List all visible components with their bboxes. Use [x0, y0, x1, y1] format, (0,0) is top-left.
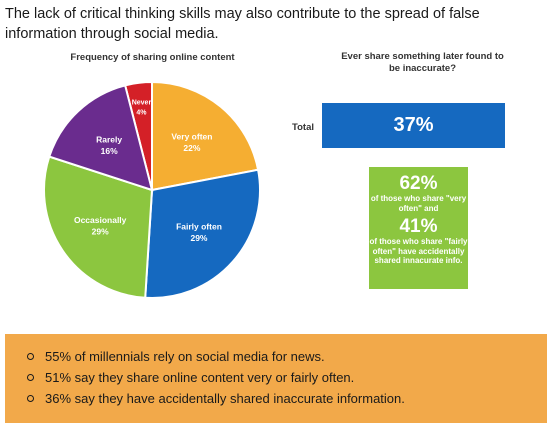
callout-stat-fairly-often: 41% [399, 216, 438, 237]
key-stat-text: 36% say they have accidentally shared in… [45, 391, 405, 406]
pie-value-label-fairly-often: 29% [190, 233, 207, 243]
bullet-icon [27, 395, 34, 402]
pie-slice-fairly-often [144, 168, 261, 299]
key-stat-text: 51% say they share online content very o… [45, 370, 355, 385]
key-stats-list: 55% of millennials rely on social media … [27, 346, 547, 409]
pie-value-label-occasionally: 29% [92, 227, 109, 237]
total-bar: 37% [322, 103, 505, 148]
intro-text: The lack of critical thinking skills may… [5, 6, 480, 42]
pie-value-label-never: 4% [136, 109, 147, 116]
bar-chart-title: Ever share something later found to be i… [341, 51, 504, 74]
callout-text-fairly-often: of those who share "fairly often" have a… [369, 237, 468, 265]
key-stat-item: 55% of millennials rely on social media … [27, 346, 547, 367]
key-stat-text: 55% of millennials rely on social media … [45, 349, 325, 364]
key-stat-item: 51% say they share online content very o… [27, 367, 547, 388]
pie-slice-occasionally [43, 155, 154, 299]
pie-label-very-often: Very often [171, 132, 212, 142]
pie-value-label-rarely: 16% [101, 146, 118, 156]
key-stat-item: 36% say they have accidentally shared in… [27, 388, 547, 409]
pie-slice-very-often [151, 80, 260, 192]
callout-box: 62% of those who share "very often" and … [369, 167, 468, 289]
key-stats-box: 55% of millennials rely on social media … [5, 334, 547, 423]
pie-label-never: Never [132, 99, 152, 106]
pie-value-label-very-often: 22% [183, 143, 200, 153]
bar-category-label: Total [292, 122, 314, 133]
callout-text-very-often: of those who share "very often" and [370, 194, 467, 213]
callout-stat-very-often: 62% [399, 173, 438, 194]
pie-slice-rarely [48, 84, 154, 192]
pie-chart-title: Frequency of sharing online content [70, 52, 235, 63]
pie-label-fairly-often: Fairly often [176, 221, 222, 231]
bullet-icon [27, 374, 34, 381]
pie-label-occasionally: Occasionally [74, 215, 127, 225]
total-bar-value: 37% [393, 114, 434, 136]
pie-label-rarely: Rarely [96, 134, 122, 144]
bullet-icon [27, 353, 34, 360]
